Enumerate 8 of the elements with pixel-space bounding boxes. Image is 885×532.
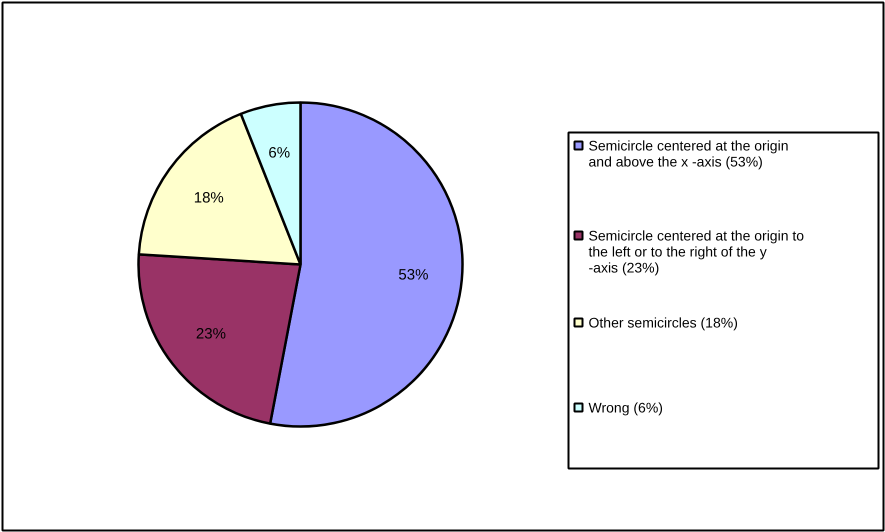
data-label: 6% bbox=[268, 144, 290, 162]
legend-label: Wrong (6%) bbox=[588, 400, 663, 416]
data-label: 23% bbox=[196, 326, 226, 343]
legend-label: Other semicircles (18%) bbox=[588, 314, 738, 330]
legend-label: Semicircle centered at the origin to the left or to the right of the y -axis (23%) bbox=[588, 228, 804, 276]
data-label: 18% bbox=[194, 189, 224, 206]
data-label: 53% bbox=[398, 266, 428, 284]
legend-label: Semicircle centered at the origin and above the x -axis (53%) bbox=[588, 138, 788, 170]
